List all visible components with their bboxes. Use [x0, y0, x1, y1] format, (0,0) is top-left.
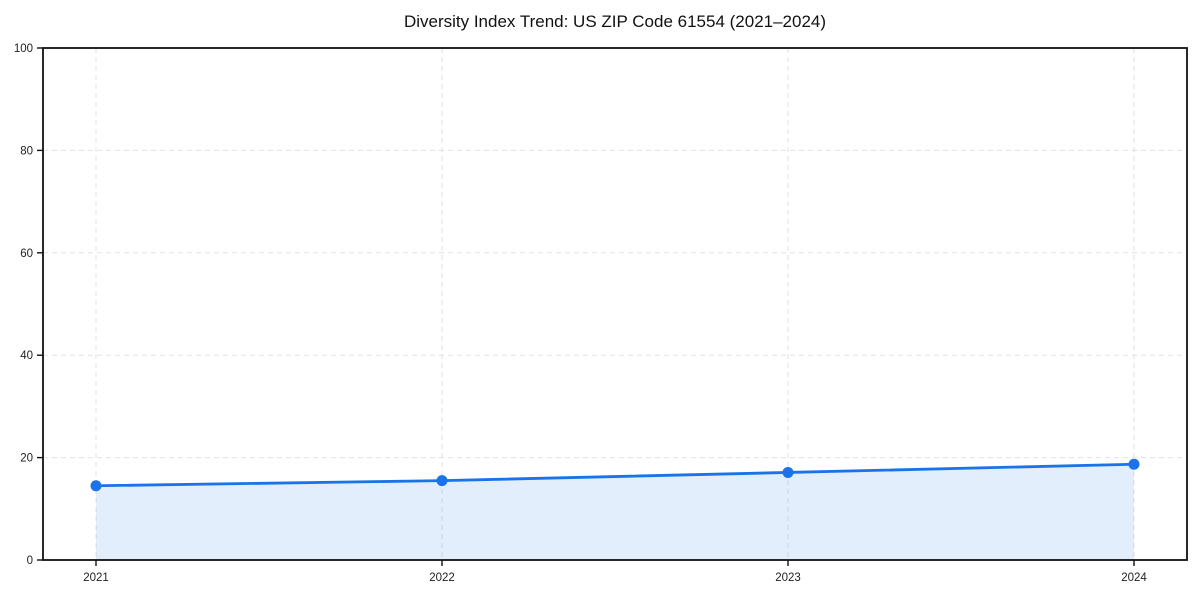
chart-title: Diversity Index Trend: US ZIP Code 61554…	[403, 12, 827, 31]
x-tick-label: 2022	[429, 572, 455, 584]
x-tick-label: 2021	[83, 572, 109, 584]
data-point-marker	[782, 466, 794, 478]
y-tick-label: 0	[27, 555, 33, 567]
y-tick-label: 60	[20, 248, 33, 260]
area-fill	[96, 464, 1134, 560]
data-point-marker	[436, 475, 448, 487]
y-tick-label: 80	[20, 145, 33, 157]
data-point-marker	[1128, 458, 1140, 470]
y-tick-label: 40	[20, 350, 33, 362]
y-tick-label: 100	[14, 43, 33, 55]
x-tick-label: 2024	[1121, 572, 1147, 584]
plot-border	[42, 47, 1188, 561]
x-tick-label: 2023	[775, 572, 801, 584]
data-point-marker	[90, 480, 102, 492]
y-tick-label: 20	[20, 453, 33, 465]
series-line	[94, 462, 1136, 488]
